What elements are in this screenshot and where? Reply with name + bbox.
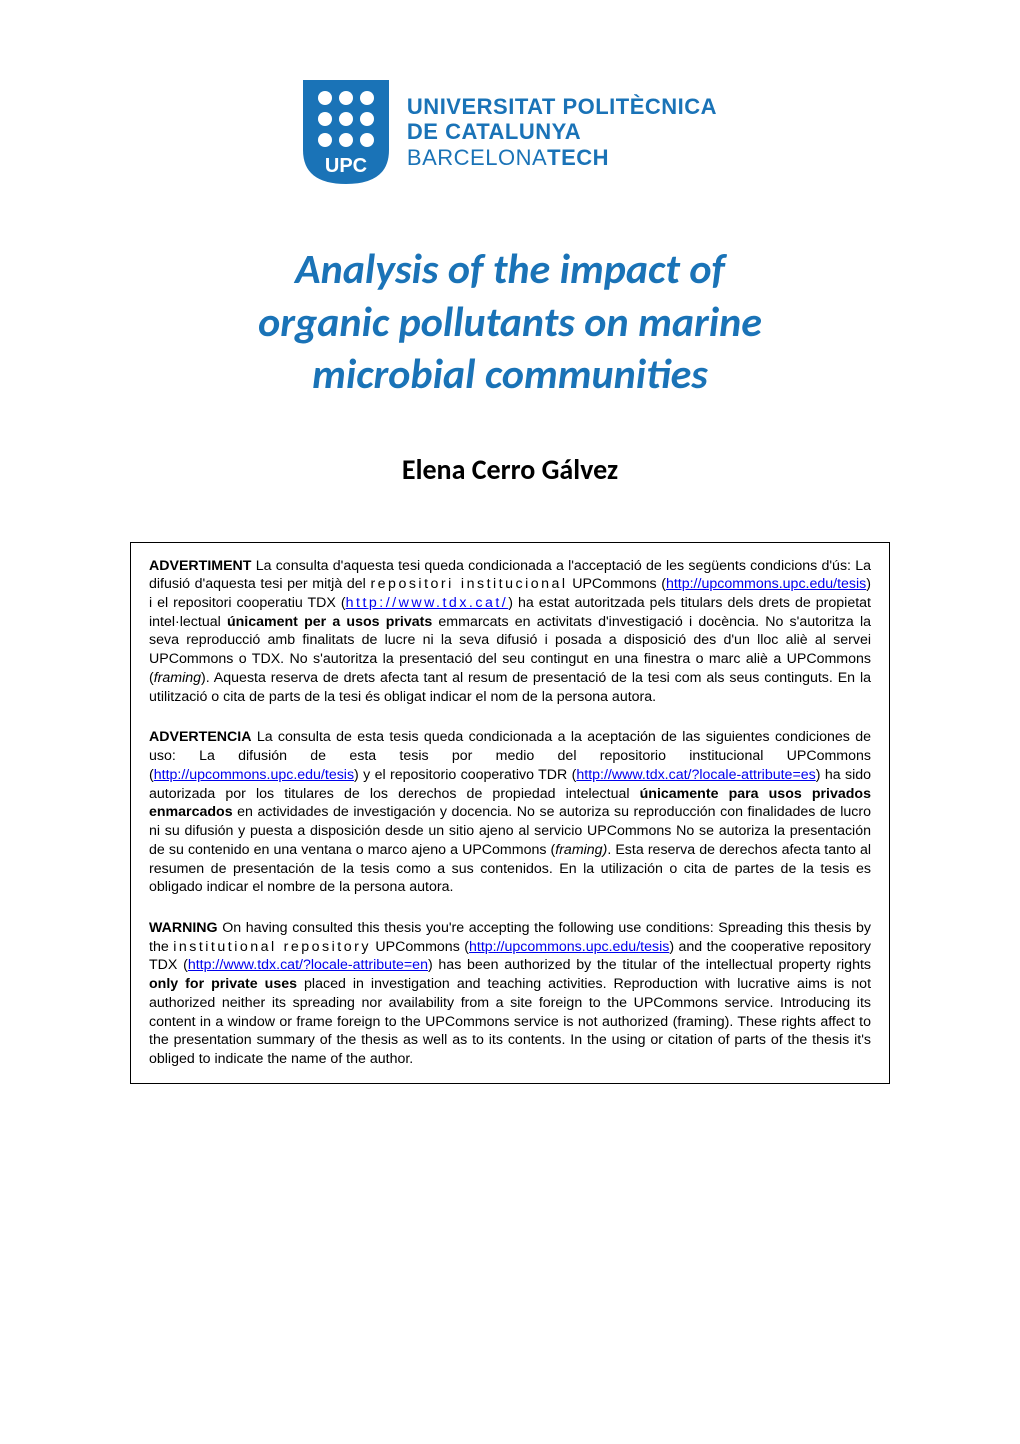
upc-logo-icon: UPC — [303, 80, 389, 184]
link-upcommons-ca[interactable]: http://upcommons.upc.edu/tesis — [666, 576, 866, 592]
notice-lead-ca: ADVERTIMENT — [149, 558, 251, 574]
link-tdx-ca[interactable]: http://www.tdx.cat/ — [346, 595, 509, 611]
logo-line-2: DE CATALUNYA — [407, 119, 717, 144]
link-tdx-en[interactable]: http://www.tdx.cat/?locale-attribute=en — [188, 957, 428, 973]
logo-text: UNIVERSITAT POLITÈCNICA DE CATALUNYA BAR… — [407, 94, 717, 170]
notice-catalan: ADVERTIMENT La consulta d'aquesta tesi q… — [149, 557, 871, 707]
notice-lead-es: ADVERTENCIA — [149, 729, 251, 745]
svg-text:UPC: UPC — [325, 155, 367, 177]
notice-lead-en: WARNING — [149, 920, 218, 936]
author-name: Elena Cerro Gálvez — [130, 452, 890, 487]
logo-line-1: UNIVERSITAT POLITÈCNICA — [407, 94, 717, 119]
title-line-1: Analysis of the impact of — [295, 244, 725, 295]
link-upcommons-en[interactable]: http://upcommons.upc.edu/tesis — [469, 939, 669, 955]
notice-english: WARNING On having consulted this thesis … — [149, 919, 871, 1069]
logo-row: UPC UNIVERSITAT POLITÈCNICA DE CATALUNYA… — [130, 80, 890, 184]
link-tdx-es[interactable]: http://www.tdx.cat/?locale-attribute=es — [576, 767, 815, 783]
notice-box: ADVERTIMENT La consulta d'aquesta tesi q… — [130, 542, 890, 1084]
thesis-title: Analysis of the impact of organic pollut… — [190, 244, 830, 402]
page-root: UPC UNIVERSITAT POLITÈCNICA DE CATALUNYA… — [0, 0, 1020, 1144]
title-line-2: organic pollutants on marine — [258, 297, 762, 348]
notice-spanish: ADVERTENCIA La consulta de esta tesis qu… — [149, 728, 871, 897]
link-upcommons-es[interactable]: http://upcommons.upc.edu/tesis — [154, 767, 354, 783]
logo-line-3: BARCELONATECH — [407, 145, 717, 170]
title-line-3: microbial communities — [312, 349, 708, 400]
